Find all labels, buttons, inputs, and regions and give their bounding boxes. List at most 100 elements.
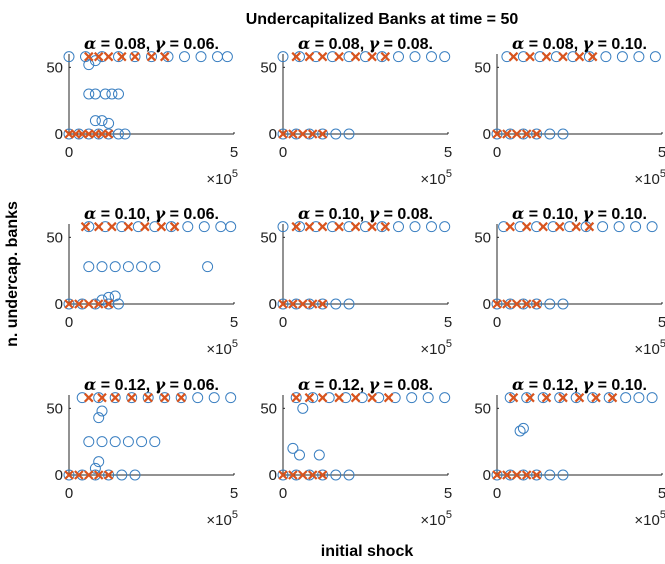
data-point-circle <box>126 392 138 404</box>
data-point-cross <box>84 51 94 62</box>
data-point-circle <box>113 51 124 63</box>
data-point-cross <box>278 470 288 480</box>
data-point-circle <box>303 298 315 310</box>
data-point-cross <box>334 221 344 232</box>
data-point-cross <box>169 221 180 232</box>
data-point-circle <box>356 392 368 404</box>
data-point-cross <box>103 129 114 139</box>
data-point-circle <box>409 51 421 63</box>
data-point-cross <box>492 470 502 480</box>
data-point-circle <box>122 436 134 448</box>
circle-series <box>63 51 233 140</box>
y-tick-label: 0 <box>483 296 491 313</box>
data-point-cross <box>291 51 301 62</box>
data-point-circle <box>343 298 355 310</box>
data-point-cross <box>531 129 542 139</box>
data-point-circle <box>317 128 329 140</box>
data-point-circle <box>330 298 342 310</box>
data-point-cross <box>541 51 552 62</box>
data-point-circle <box>376 51 388 63</box>
data-point-circle <box>212 51 223 63</box>
data-point-circle <box>142 392 154 404</box>
data-point-circle <box>491 469 503 481</box>
data-point-cross <box>350 51 361 62</box>
data-point-circle <box>389 392 401 404</box>
data-point-circle <box>373 392 385 404</box>
x-exponent-label: ×105 <box>420 509 452 529</box>
data-point-circle <box>554 392 566 404</box>
circle-series <box>63 392 237 481</box>
data-point-circle <box>106 88 118 100</box>
data-point-cross <box>93 470 104 480</box>
data-point-circle <box>109 392 121 404</box>
data-point-circle <box>136 436 148 448</box>
data-point-cross <box>317 470 328 480</box>
data-point-circle <box>630 221 642 233</box>
data-point-circle <box>544 469 556 481</box>
x-exponent-label: ×105 <box>420 338 452 358</box>
data-point-circle <box>113 88 124 100</box>
data-point-cross <box>278 299 288 309</box>
data-point-cross <box>521 470 532 480</box>
subplot-5: α = 0.10, γ = 0.08. 0 50 0 5 ×105 <box>260 204 452 358</box>
data-point-cross <box>291 221 301 232</box>
data-point-cross <box>103 470 114 480</box>
x-exponent-label: ×105 <box>206 338 238 358</box>
data-point-circle <box>202 261 214 273</box>
data-point-circle <box>534 51 546 63</box>
data-point-cross <box>350 221 361 232</box>
data-point-cross <box>521 129 532 139</box>
data-point-cross <box>508 392 519 403</box>
data-point-circle <box>649 51 661 63</box>
data-point-circle <box>504 298 516 310</box>
subplot-title: α = 0.12, γ = 0.10. <box>512 375 647 394</box>
data-point-circle <box>89 298 101 310</box>
cross-series <box>278 221 391 309</box>
data-point-cross <box>93 51 104 62</box>
data-point-circle <box>393 221 404 233</box>
data-point-cross <box>367 51 377 62</box>
data-point-cross <box>64 299 74 309</box>
data-point-circle <box>517 128 529 140</box>
data-point-cross <box>84 470 94 480</box>
subplot-title: α = 0.08, γ = 0.08. <box>298 34 433 53</box>
data-point-circle <box>182 221 194 233</box>
data-point-circle <box>63 469 75 481</box>
circle-series <box>277 221 451 310</box>
data-point-circle <box>83 261 95 273</box>
data-point-circle <box>221 51 233 63</box>
data-point-cross <box>367 221 377 232</box>
data-point-cross <box>521 299 532 309</box>
y-tick-label: 50 <box>46 400 63 417</box>
data-point-circle <box>544 298 556 310</box>
data-point-cross <box>146 51 157 62</box>
data-point-cross <box>74 470 84 480</box>
y-tick-label: 50 <box>474 400 491 417</box>
data-point-circle <box>340 392 352 404</box>
x-exponent-label: ×105 <box>206 509 238 529</box>
data-point-cross <box>317 392 328 403</box>
x-exponent-label: ×105 <box>206 168 238 188</box>
data-point-cross <box>97 392 107 403</box>
subplot-title: α = 0.12, γ = 0.06. <box>84 375 219 394</box>
data-point-circle <box>103 469 115 481</box>
data-point-circle <box>103 117 115 129</box>
data-point-cross <box>334 51 344 62</box>
data-point-circle <box>290 392 302 404</box>
data-point-circle <box>277 128 289 140</box>
data-point-circle <box>303 469 315 481</box>
data-point-cross <box>304 51 315 62</box>
data-point-cross <box>176 392 186 403</box>
data-point-circle <box>376 221 388 233</box>
data-point-circle <box>426 221 437 233</box>
data-point-cross <box>103 299 114 309</box>
data-point-circle <box>109 436 121 448</box>
data-point-circle <box>116 469 128 481</box>
data-point-cross <box>380 51 391 62</box>
data-point-circle <box>149 261 161 273</box>
data-point-circle <box>504 469 516 481</box>
data-point-circle <box>277 51 289 63</box>
data-point-circle <box>603 392 615 404</box>
data-point-circle <box>136 261 148 273</box>
data-point-cross <box>541 392 552 403</box>
